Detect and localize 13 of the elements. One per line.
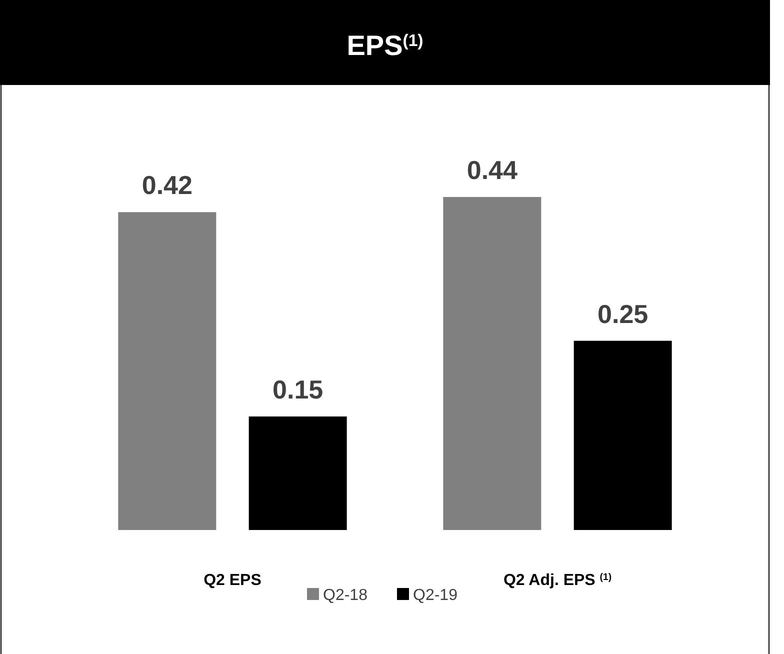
legend-label: Q2-18 xyxy=(323,587,368,604)
legend-label: Q2-19 xyxy=(413,587,458,604)
bar xyxy=(443,197,542,530)
x-tick-label: Q2 Adj. EPS $^{(1)}$ xyxy=(503,572,612,589)
chart-title: EPS$^{(1)}$ xyxy=(346,30,424,61)
x-tick-label: Q2 EPS xyxy=(204,572,262,589)
data-label: 0.15 xyxy=(272,374,324,404)
bar xyxy=(574,340,672,530)
bar xyxy=(248,416,347,530)
data-label: 0.25 xyxy=(598,298,648,329)
data-label: 0.44 xyxy=(466,155,518,185)
data-label: 0.42 xyxy=(142,170,192,200)
bar xyxy=(118,212,216,530)
